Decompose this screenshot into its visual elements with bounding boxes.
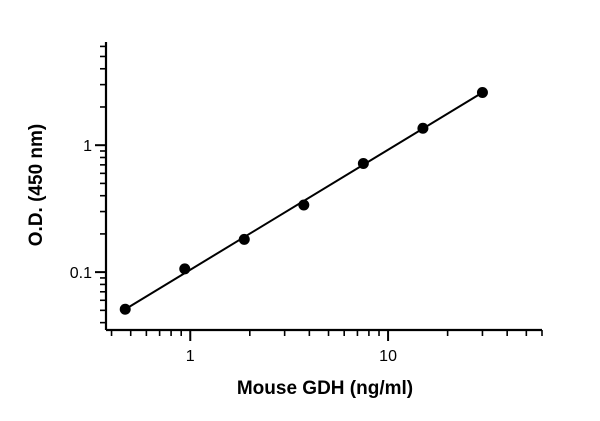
data-point (238, 233, 250, 245)
y-tick-label: 0.1 (70, 265, 92, 282)
y-axis: 0.11 (70, 42, 108, 330)
data-point (119, 303, 131, 315)
plot-area (119, 87, 488, 315)
x-tick-label: 1 (186, 348, 195, 365)
x-tick-label: 10 (379, 348, 397, 365)
data-point (417, 122, 429, 134)
x-axis: 1 10 (106, 328, 543, 365)
y-tick-label: 1 (83, 138, 92, 155)
data-point (357, 157, 369, 169)
data-point (179, 263, 191, 275)
y-axis-title: O.D. (450 nm) (26, 124, 47, 246)
x-axis-title: Mouse GDH (ng/ml) (237, 378, 413, 399)
data-point (298, 199, 310, 211)
data-point (476, 87, 488, 99)
